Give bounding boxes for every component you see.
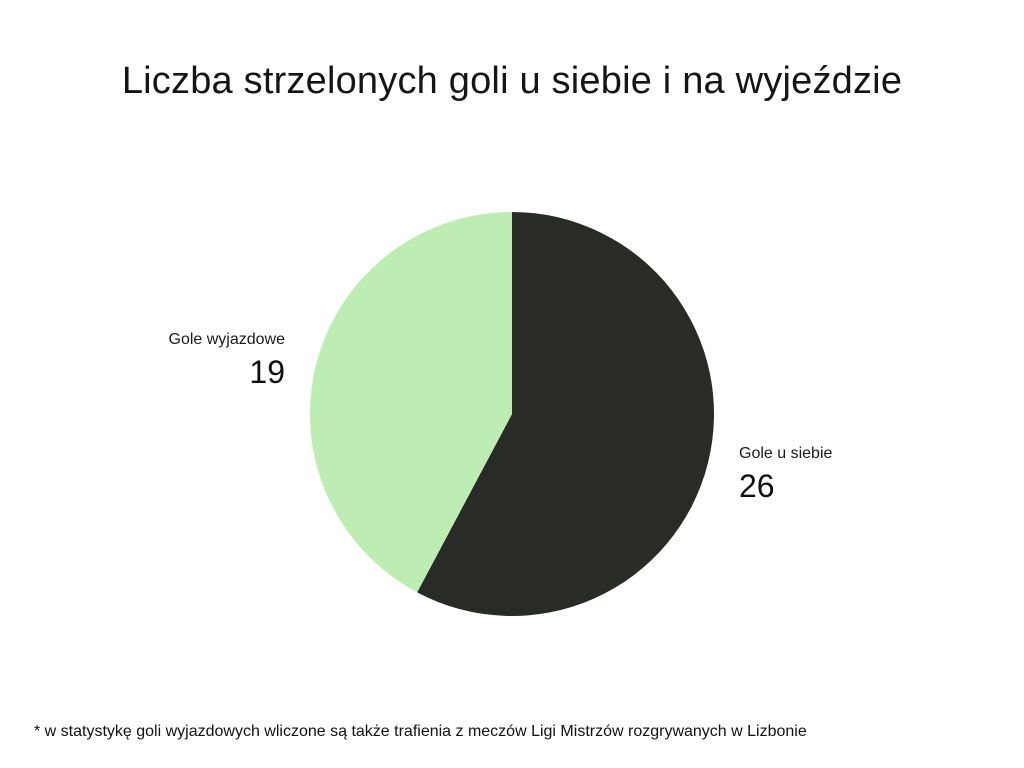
chart-title: Liczba strzelonych goli u siebie i na wy… bbox=[121, 60, 903, 102]
slice-label-away-goals: Gole wyjazdowe 19 bbox=[168, 331, 286, 390]
slice-label-away-value: 19 bbox=[249, 354, 285, 390]
slice-label-home-goals: Gole u siebie 26 bbox=[739, 445, 833, 504]
slice-label-home-value: 26 bbox=[739, 468, 775, 504]
footnote: * w statystykę goli wyjazdowych wliczone… bbox=[34, 723, 807, 740]
pie-slice-home-goals bbox=[417, 212, 714, 616]
slice-label-away-name: Gole wyjazdowe bbox=[168, 331, 286, 348]
slice-label-home-name: Gole u siebie bbox=[739, 445, 833, 462]
pie-slice-away-goals bbox=[309, 212, 512, 593]
